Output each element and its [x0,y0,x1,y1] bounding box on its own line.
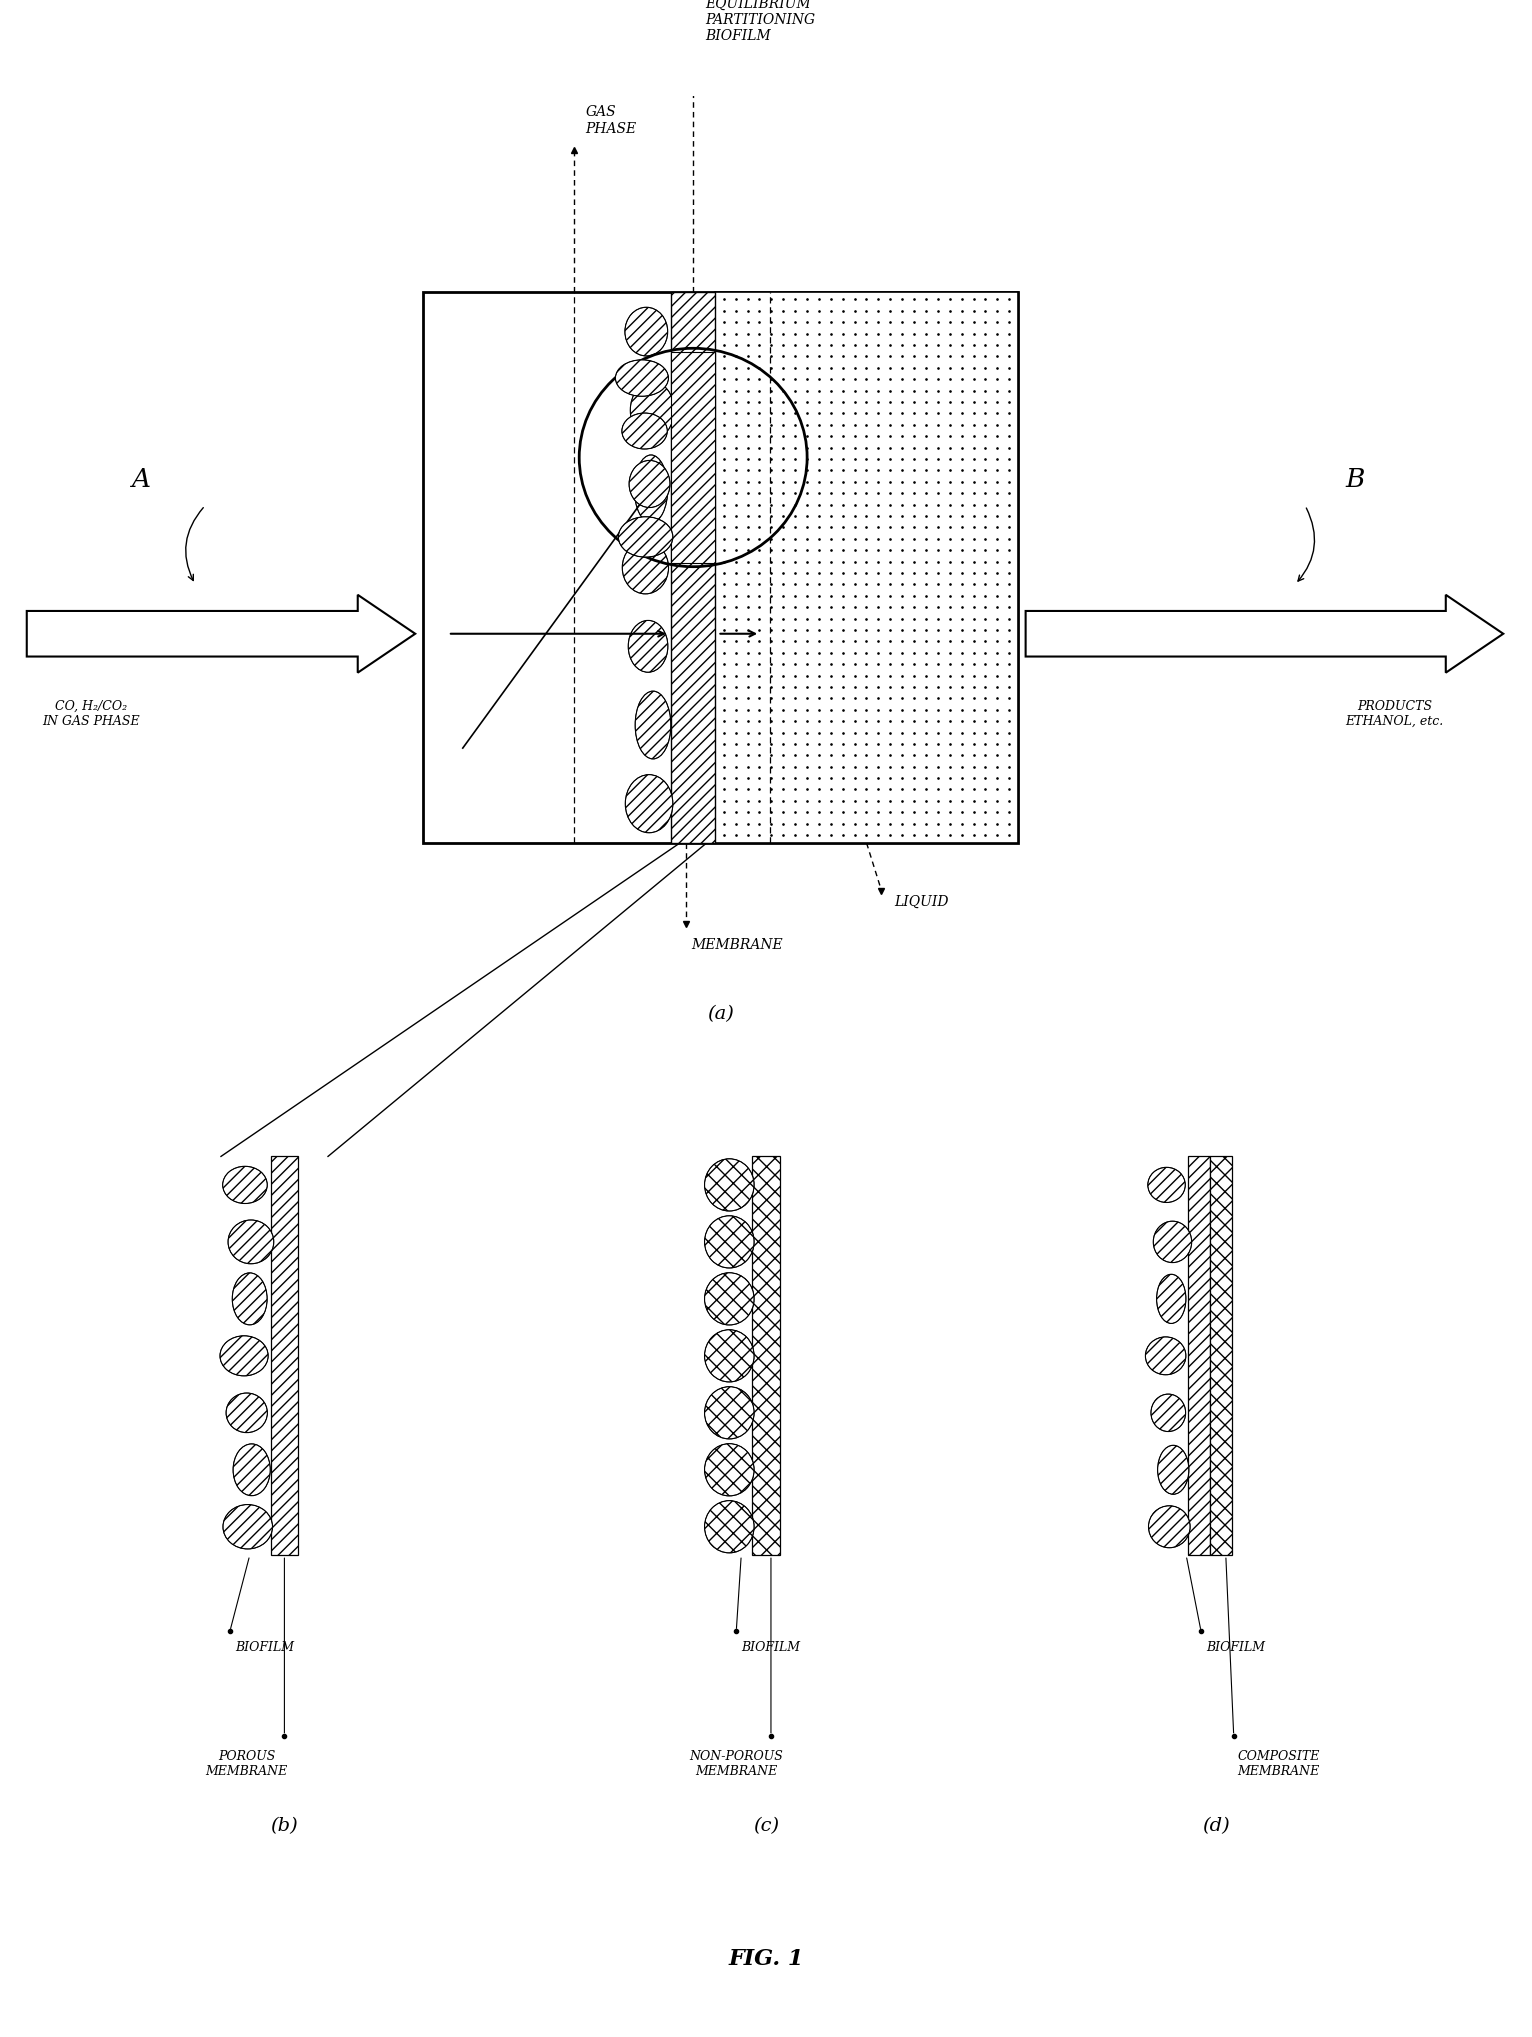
Ellipse shape [233,1444,270,1495]
Ellipse shape [1151,1393,1186,1432]
Ellipse shape [1158,1446,1189,1495]
Polygon shape [1025,595,1503,672]
Text: BIOFILM: BIOFILM [741,1640,800,1654]
Ellipse shape [622,414,668,448]
Ellipse shape [619,517,673,558]
Text: BIOFILM: BIOFILM [234,1640,294,1654]
Text: NON-POROUS
MEMBRANE: NON-POROUS MEMBRANE [689,1750,783,1778]
Text: EQUILIBRIUM
PARTITIONING
BIOFILM: EQUILIBRIUM PARTITIONING BIOFILM [705,0,815,43]
Text: GAS
PHASE: GAS PHASE [585,106,637,136]
Ellipse shape [705,1159,754,1212]
Ellipse shape [228,1220,274,1263]
Ellipse shape [630,381,674,438]
Text: FIG. 1: FIG. 1 [728,1947,804,1970]
Ellipse shape [705,1216,754,1267]
Ellipse shape [1149,1505,1190,1548]
Bar [423,291,1017,843]
Text: LIQUID: LIQUID [895,896,948,909]
Ellipse shape [222,1167,267,1204]
Polygon shape [26,595,415,672]
Bar [715,291,1017,843]
Ellipse shape [227,1393,268,1432]
Ellipse shape [634,454,668,524]
Text: BIOFILM: BIOFILM [1206,1640,1265,1654]
Ellipse shape [625,308,668,356]
Ellipse shape [625,774,673,833]
Ellipse shape [616,361,668,397]
Bar [1210,1157,1232,1554]
Bar [1189,1157,1210,1554]
Ellipse shape [224,1505,273,1548]
Bar [671,352,715,564]
Ellipse shape [705,1273,754,1324]
Ellipse shape [233,1273,267,1324]
Ellipse shape [1146,1336,1186,1375]
Text: (a): (a) [706,1004,734,1023]
Text: PRODUCTS
ETHANOL, etc.: PRODUCTS ETHANOL, etc. [1345,701,1443,727]
Ellipse shape [705,1330,754,1381]
Text: B: B [1345,466,1365,491]
Bar [752,1157,780,1554]
Text: MEMBRANE: MEMBRANE [691,937,783,951]
Text: (b): (b) [271,1817,299,1835]
Text: (d): (d) [1203,1817,1230,1835]
Text: CO, H₂/CO₂
IN GAS PHASE: CO, H₂/CO₂ IN GAS PHASE [43,701,139,727]
Text: COMPOSITE
MEMBRANE: COMPOSITE MEMBRANE [1238,1750,1321,1778]
Ellipse shape [705,1444,754,1495]
Ellipse shape [628,621,668,672]
Ellipse shape [705,1501,754,1552]
Bar [271,1157,299,1554]
Text: POROUS
MEMBRANE: POROUS MEMBRANE [205,1750,288,1778]
Ellipse shape [221,1336,268,1375]
Ellipse shape [630,460,669,507]
Ellipse shape [636,691,671,760]
Text: A: A [132,466,150,491]
Ellipse shape [622,542,668,595]
Ellipse shape [1154,1220,1192,1263]
Ellipse shape [1147,1167,1186,1202]
Text: (c): (c) [752,1817,780,1835]
Bar [671,291,715,843]
Ellipse shape [705,1387,754,1438]
Ellipse shape [1157,1275,1186,1324]
